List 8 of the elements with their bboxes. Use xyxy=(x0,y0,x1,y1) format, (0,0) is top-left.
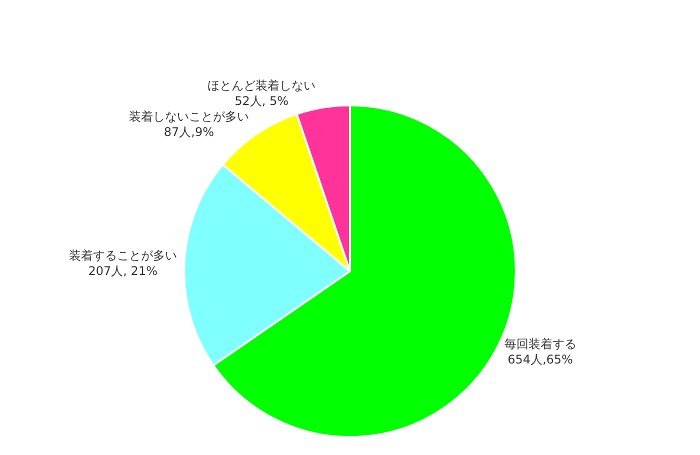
slice-label: 装着しないことが多い xyxy=(128,109,249,124)
data-label: 207人, 21% xyxy=(88,264,158,278)
data-label: 87人,9% xyxy=(164,125,214,139)
slice-label: 毎回装着する xyxy=(504,336,576,351)
data-label: 654人,65% xyxy=(508,352,573,366)
slice-label: ほとんど装着しない xyxy=(208,78,316,92)
data-label: 52人, 5% xyxy=(234,94,289,108)
slice-label: 装着することが多い xyxy=(68,248,177,263)
